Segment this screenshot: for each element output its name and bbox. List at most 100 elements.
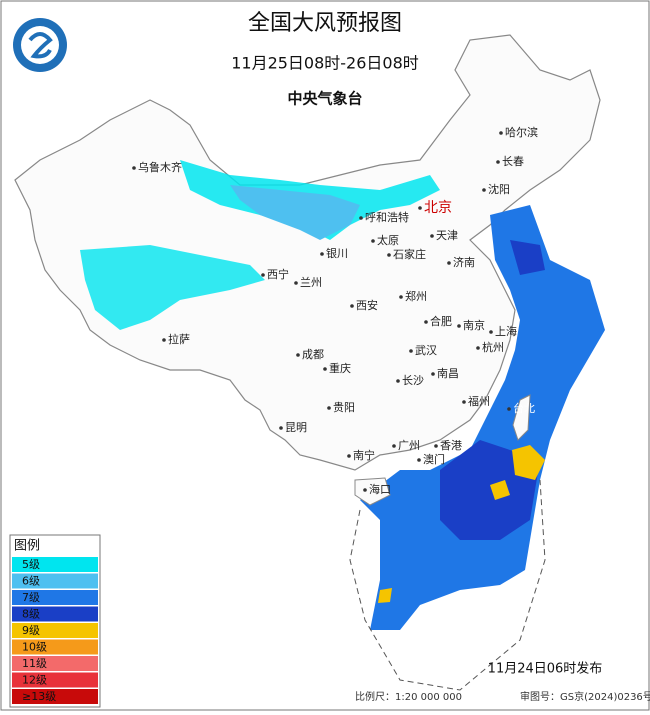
legend-swatch (12, 672, 98, 688)
city-dot (350, 304, 354, 308)
island (512, 394, 531, 441)
wind-zone-7 (360, 205, 605, 630)
city-label: 银川 (326, 246, 348, 260)
city-label: 上海 (495, 324, 517, 338)
city-label: 杭州 (482, 340, 504, 354)
city-labels: 乌鲁木齐 哈尔滨 长春 沈阳 北京 呼和浩特 天津 太原 石家庄 银川 济南 西… (132, 125, 538, 496)
city-label: 兰州 (300, 276, 322, 289)
city-label: 贵阳 (333, 401, 355, 414)
city-label: 合肥 (430, 314, 452, 328)
legend-swatch (12, 639, 98, 655)
wind-zone-6 (230, 185, 360, 240)
legend-swatch (12, 573, 98, 589)
city-label: 济南 (453, 255, 475, 269)
legend-label: 9级 (22, 624, 40, 637)
city-dot (296, 353, 300, 357)
legend-swatch (12, 623, 98, 638)
legend-label: 7级 (22, 591, 40, 604)
city-dot (430, 234, 434, 238)
city-dot (424, 320, 428, 324)
city-dot (496, 160, 500, 164)
city-dot (418, 206, 422, 210)
city-dot (396, 379, 400, 383)
city-dot (499, 131, 503, 135)
legend-items: 5级 6级 7级 8级 9级 10级 11级 12级 ≥13级 (12, 557, 98, 704)
legend-swatch (12, 590, 98, 605)
wind-zone-9 (512, 445, 545, 480)
island (354, 477, 391, 506)
city-dot (371, 239, 375, 243)
city-label: 拉萨 (168, 332, 190, 346)
city-label: 长春 (502, 155, 524, 168)
city-label: 北京 (424, 200, 452, 216)
city-label: 成都 (302, 348, 324, 361)
legend-label: 11级 (22, 657, 47, 670)
legend-label: 12级 (22, 674, 47, 687)
legend-label: 8级 (22, 608, 40, 621)
city-dot (431, 372, 435, 376)
city-label: 昆明 (285, 421, 307, 434)
legend-swatch (12, 557, 98, 572)
maritime-boundary (349, 479, 546, 691)
legend-swatch (12, 656, 98, 671)
city-dot (447, 261, 451, 265)
city-label: 太原 (377, 234, 399, 247)
city-dot (279, 426, 283, 430)
city-label: 南京 (463, 318, 485, 332)
city-label: 郑州 (405, 289, 427, 303)
country-outline (14, 34, 601, 471)
city-label: 广州 (398, 439, 420, 452)
city-label: 福州 (468, 394, 490, 408)
city-label: 重庆 (329, 361, 351, 375)
city-label: 沈阳 (488, 182, 510, 196)
legend-swatch (12, 689, 98, 704)
city-label: 石家庄 (393, 247, 426, 261)
city-dot (392, 444, 396, 448)
city-dot (132, 166, 136, 170)
city-label: 呼和浩特 (365, 210, 409, 224)
city-label: 哈尔滨 (505, 125, 538, 139)
city-dot (387, 253, 391, 257)
city-label: 西宁 (267, 267, 289, 281)
city-label: 海口 (369, 482, 391, 496)
city-dot (323, 367, 327, 371)
city-dot (482, 188, 486, 192)
city-label: 台北 (513, 401, 535, 415)
city-label: 天津 (436, 229, 458, 242)
city-dot (162, 338, 166, 342)
legend-swatch (12, 606, 98, 622)
legend-title: 图例 (14, 539, 40, 554)
city-dot (261, 273, 265, 277)
city-label: 香港 (440, 439, 462, 452)
issuer: 中央气象台 (287, 90, 362, 108)
legend-label: 5级 (22, 558, 40, 571)
city-dot (476, 346, 480, 350)
city-dot (399, 295, 403, 299)
legend-label: 6级 (22, 575, 40, 588)
approval-number: 审图号：GS京(2024)0236号 (520, 690, 650, 703)
city-dot (457, 324, 461, 328)
city-dot (462, 400, 466, 404)
city-label: 武汉 (415, 344, 437, 357)
city-label: 南宁 (353, 448, 375, 462)
city-dot (409, 349, 413, 353)
city-dot (327, 406, 331, 410)
city-label: 澳门 (423, 452, 445, 466)
logo (21, 26, 59, 64)
logo (28, 32, 53, 59)
city-label: 南昌 (437, 367, 459, 380)
wind-zone-9 (490, 480, 510, 500)
city-dot (507, 407, 511, 411)
city-label: 西安 (356, 298, 378, 312)
city-label: 乌鲁木齐 (138, 160, 182, 174)
city-dot (417, 458, 421, 462)
city-dot (347, 454, 351, 458)
city-dot (359, 216, 363, 220)
wind-zone-8 (510, 240, 545, 275)
city-label: 长沙 (402, 374, 424, 387)
city-dot (489, 330, 493, 334)
issue-time: 11月24日06时发布 (488, 661, 603, 677)
scale: 比例尺：1:20 000 000 (355, 690, 462, 703)
